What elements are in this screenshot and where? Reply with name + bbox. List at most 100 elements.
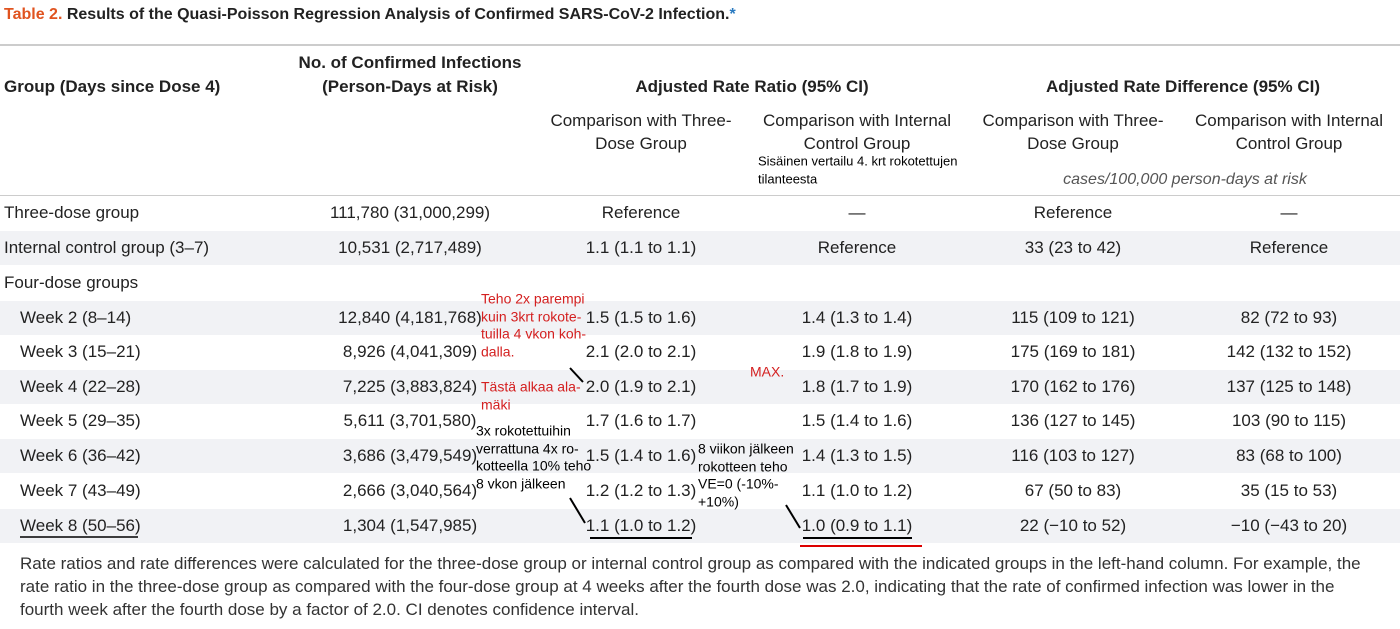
footnote: Rate ratios and rate differences were ca… xyxy=(20,554,1361,573)
annotation: 8 vkon jälkeen xyxy=(476,475,566,491)
annotation: rokotteen teho xyxy=(698,458,788,474)
cell: — xyxy=(1280,203,1298,222)
row-band xyxy=(0,370,1400,404)
row-label: Week 4 (22–28) xyxy=(20,377,141,396)
cell: 1.4 (1.3 to 1.4) xyxy=(801,308,913,327)
subheader: Comparison with Internal xyxy=(762,111,952,130)
cell: 175 (169 to 181) xyxy=(1010,342,1136,361)
cell: 1.2 (1.2 to 1.3) xyxy=(585,481,697,500)
row-label: Week 7 (43–49) xyxy=(20,481,141,500)
cell: 103 (90 to 115) xyxy=(1231,411,1347,430)
row-label: Three-dose group xyxy=(4,203,140,222)
row-label: Week 2 (8–14) xyxy=(20,308,132,327)
annotation: 8 viikon jälkeen xyxy=(698,440,794,457)
cell: 67 (50 to 83) xyxy=(1024,481,1122,500)
header: Adjusted Rate Difference (95% CI) xyxy=(1046,77,1320,96)
cell: 1,304 (1,547,985) xyxy=(342,516,478,535)
title-marker: * xyxy=(729,6,736,23)
cell: 1.7 (1.6 to 1.7) xyxy=(585,411,697,430)
header: (Person-Days at Risk) xyxy=(322,77,498,96)
cell: 1.0 (0.9 to 1.1) xyxy=(801,516,913,535)
cell: 1.5 (1.5 to 1.6) xyxy=(585,308,697,327)
annotation: 3x rokotettuihin xyxy=(476,422,571,439)
cell: 116 (103 to 127) xyxy=(1011,446,1135,465)
annotation: +10%) xyxy=(698,493,739,509)
cell: 1.1 (1.0 to 1.2) xyxy=(801,481,913,500)
table-title: Results of the Quasi-Poisson Regression … xyxy=(66,6,730,23)
cell: 2.1 (2.0 to 2.1) xyxy=(585,342,697,361)
cell: 8,926 (4,041,309) xyxy=(342,342,478,361)
table-label: Table 2. xyxy=(4,6,63,23)
annotation: tuilla 4 vkon koh- xyxy=(481,325,587,342)
subheader: Comparison with Three- xyxy=(982,111,1164,130)
subheader: Dose Group xyxy=(595,134,687,153)
footnote: fourth week after the fourth dose by a f… xyxy=(20,600,639,619)
row-label: Week 5 (29–35) xyxy=(20,411,141,430)
annotation: Tästä alkaa ala- xyxy=(481,378,581,395)
cell: 136 (127 to 145) xyxy=(1010,411,1136,430)
annotation: mäki xyxy=(481,396,511,412)
header: Adjusted Rate Ratio (95% CI) xyxy=(635,77,869,96)
subheader: Comparison with Internal xyxy=(1194,111,1384,130)
title-row: Table 2. Results of the Quasi-Poisson Re… xyxy=(4,5,736,25)
cell: 35 (15 to 53) xyxy=(1240,481,1338,500)
cell: Reference xyxy=(817,238,897,257)
row-label: Week 3 (15–21) xyxy=(20,342,141,361)
cell: 10,531 (2,717,489) xyxy=(338,238,482,257)
row-band xyxy=(0,439,1400,473)
subheader: Dose Group xyxy=(1027,134,1119,153)
cell: 137 (125 to 148) xyxy=(1226,377,1352,396)
cell: Reference xyxy=(1033,203,1113,222)
cell: 1.4 (1.3 to 1.5) xyxy=(801,446,913,465)
top-rule xyxy=(0,44,1400,46)
row-label: Week 6 (36–42) xyxy=(20,446,141,465)
annotation: Teho 2x parempi xyxy=(481,290,585,307)
cell: 170 (162 to 176) xyxy=(1010,377,1136,396)
cell: 22 (−10 to 52) xyxy=(1019,516,1127,535)
footnote: rate ratio in the three-dose group as co… xyxy=(20,577,1335,596)
cell: 7,225 (3,883,824) xyxy=(342,377,478,396)
cell: 12,840 (4,181,768) xyxy=(338,308,482,327)
annotation: verrattuna 4x ro- xyxy=(476,440,579,456)
arrow-line xyxy=(569,497,586,524)
row-band xyxy=(0,231,1400,265)
annotation: kotteella 10% teho xyxy=(476,457,592,474)
cell: 2,666 (3,040,564) xyxy=(342,481,478,500)
arrow-line xyxy=(569,367,584,383)
cell: Reference xyxy=(1249,238,1329,257)
annotation: dalla. xyxy=(481,343,515,359)
cell: 3,686 (3,479,549) xyxy=(342,446,478,465)
cell: 2.0 (1.9 to 2.1) xyxy=(585,377,697,396)
arrow-line xyxy=(785,504,801,529)
cell: 1.9 (1.8 to 1.9) xyxy=(801,342,913,361)
row-band xyxy=(0,509,1400,543)
annotation: VE=0 (-10%- xyxy=(698,475,779,492)
cell: 111,780 (31,000,299) xyxy=(329,203,491,222)
cell: 115 (109 to 121) xyxy=(1011,308,1135,327)
cell: 83 (68 to 100) xyxy=(1236,446,1342,465)
subheader: Control Group xyxy=(1235,134,1343,153)
header: No. of Confirmed Infections xyxy=(298,53,522,72)
cell: 1.1 (1.0 to 1.2) xyxy=(585,516,697,535)
cell: — xyxy=(848,203,866,222)
cell: Reference xyxy=(601,203,681,222)
row-label: Four-dose groups xyxy=(4,273,139,292)
header-rule xyxy=(0,195,1400,196)
subheader: Control Group xyxy=(803,134,911,153)
cell: 1.5 (1.4 to 1.6) xyxy=(801,411,913,430)
cell: 33 (23 to 42) xyxy=(1024,238,1122,257)
row-label: Internal control group (3–7) xyxy=(4,238,210,257)
header: Group (Days since Dose 4) xyxy=(4,77,221,96)
row-label: Week 8 (50–56) xyxy=(20,516,141,535)
cell: 1.1 (1.1 to 1.1) xyxy=(585,238,697,257)
cell: 82 (72 to 93) xyxy=(1240,308,1338,327)
annotation: Sisäinen vertailu 4. krt rokotettujen xyxy=(758,153,958,169)
annotation: tilanteesta xyxy=(758,171,818,186)
cell: 5,611 (3,701,580) xyxy=(343,411,477,430)
annotation: MAX. xyxy=(750,363,785,380)
cell: −10 (−43 to 20) xyxy=(1230,516,1348,535)
cell: 1.8 (1.7 to 1.9) xyxy=(801,377,913,396)
cell: 1.5 (1.4 to 1.6) xyxy=(585,446,697,465)
